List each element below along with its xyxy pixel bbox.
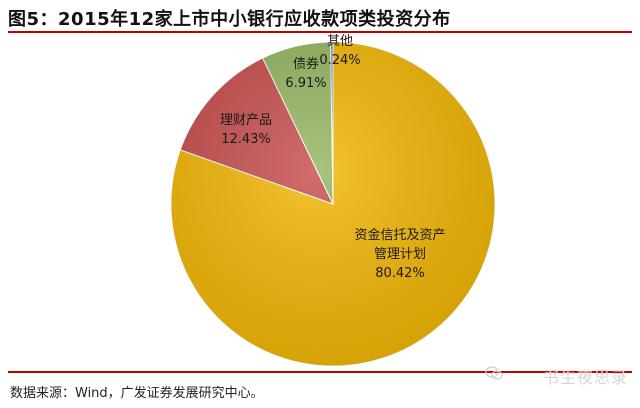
wechat-icon: [485, 366, 503, 380]
slice-name-label: 管理计划: [374, 247, 426, 262]
data-source-note: 数据来源：Wind，广发证券发展研究中心。: [10, 386, 264, 401]
slice-label: 理财产品 12.43%: [220, 113, 272, 147]
slice-value-label: 80.42%: [375, 266, 425, 281]
slice-value-label: 0.24%: [319, 53, 360, 68]
slice-name-label: 其他: [327, 34, 353, 49]
title-divider: [8, 31, 632, 33]
footer-divider: [8, 371, 632, 373]
slice-value-label: 12.43%: [221, 132, 271, 147]
slice-label: 债券 6.91%: [285, 56, 326, 91]
pie-chart: 资金信托及资产管理计划 80.42% 理财产品 12.43% 债券 6.91% 其他 0.24…: [170, 34, 496, 367]
slice-label: 资金信托及资产管理计划 80.42%: [354, 227, 445, 281]
slice-name-label: 资金信托及资产: [354, 227, 445, 243]
watermark: 书生夜思录: [542, 368, 628, 387]
slice-value-label: 6.91%: [285, 76, 326, 91]
chart-title: 图5：2015年12家上市中小银行应收款项类投资分布: [8, 9, 451, 30]
slice-name-label: 理财产品: [220, 113, 272, 128]
slice-label: 其他 0.24%: [319, 34, 360, 68]
slice-name-label: 债券: [293, 56, 319, 72]
